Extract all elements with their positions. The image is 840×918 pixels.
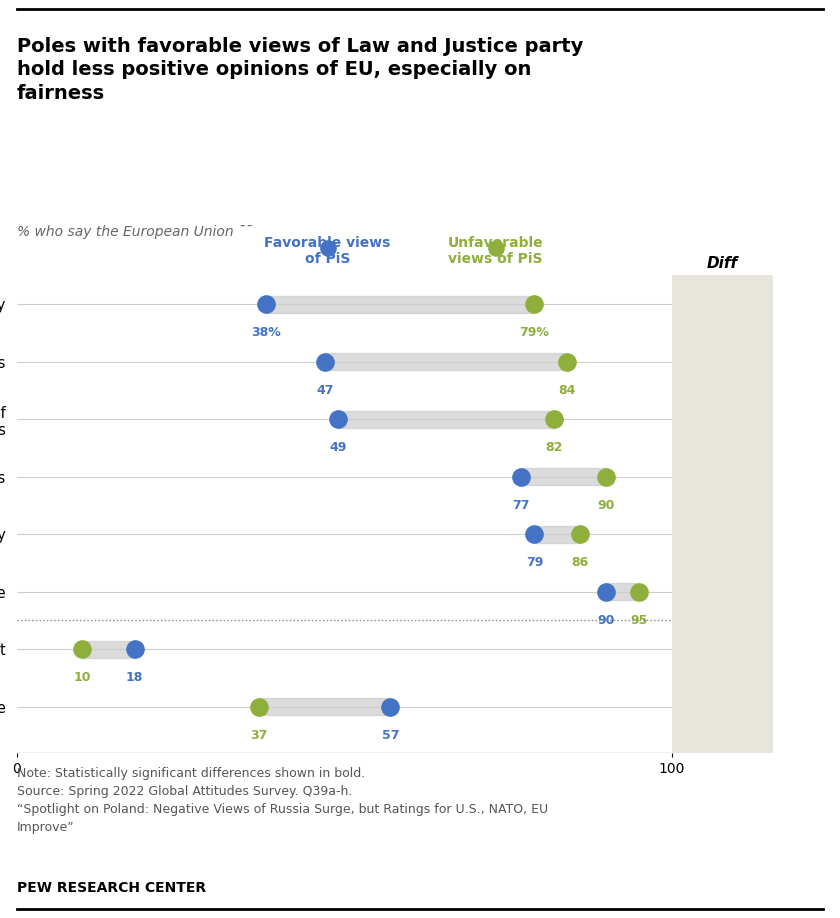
- Point: [600, 469, 613, 484]
- Text: 95: 95: [631, 613, 648, 627]
- Point: [253, 700, 266, 714]
- Text: Note: Statistically significant differences shown in bold.
Source: Spring 2022 G: Note: Statistically significant differen…: [17, 767, 548, 834]
- Point: [76, 642, 89, 656]
- Text: 77: 77: [512, 498, 530, 511]
- Text: 18: 18: [126, 671, 144, 684]
- Point: [489, 241, 502, 255]
- Text: +5: +5: [711, 584, 734, 599]
- Point: [318, 354, 332, 369]
- Point: [528, 297, 541, 311]
- Point: [560, 354, 574, 369]
- Text: 84: 84: [559, 384, 576, 397]
- Text: +33: +33: [706, 411, 739, 427]
- Point: [128, 642, 141, 656]
- Text: 47: 47: [316, 384, 333, 397]
- Point: [633, 585, 646, 599]
- Text: 82: 82: [545, 441, 563, 454]
- Text: Favorable views
of PiS: Favorable views of PiS: [265, 236, 391, 266]
- Text: 86: 86: [572, 556, 589, 569]
- Text: Unfavorable
views of PiS: Unfavorable views of PiS: [448, 236, 543, 266]
- Point: [528, 527, 541, 542]
- Text: 90: 90: [598, 498, 615, 511]
- Point: [574, 527, 587, 542]
- Text: 79%: 79%: [519, 326, 549, 339]
- Text: PEW RESEARCH CENTER: PEW RESEARCH CENTER: [17, 881, 206, 895]
- Text: +13: +13: [706, 469, 739, 484]
- Point: [600, 585, 613, 599]
- Text: 49: 49: [329, 441, 347, 454]
- Point: [384, 700, 397, 714]
- Text: 37: 37: [250, 729, 268, 742]
- Point: [331, 412, 344, 427]
- Text: 10: 10: [74, 671, 91, 684]
- Text: 79: 79: [526, 556, 543, 569]
- Text: Diff: Diff: [706, 256, 738, 272]
- Text: % who say the European Union ¯¯: % who say the European Union ¯¯: [17, 225, 252, 239]
- Point: [515, 469, 528, 484]
- Text: 90: 90: [598, 613, 615, 627]
- Text: +7: +7: [711, 527, 734, 542]
- Point: [548, 412, 561, 427]
- Text: 57: 57: [381, 729, 399, 742]
- Text: Poles with favorable views of Law and Justice party
hold less positive opinions : Poles with favorable views of Law and Ju…: [17, 37, 583, 103]
- Text: 38%: 38%: [251, 326, 281, 339]
- Point: [321, 241, 334, 255]
- Text: -20: -20: [708, 700, 737, 714]
- Point: [259, 297, 272, 311]
- Text: -8: -8: [715, 642, 730, 656]
- Text: +41: +41: [706, 297, 739, 311]
- Text: +37: +37: [706, 354, 739, 369]
